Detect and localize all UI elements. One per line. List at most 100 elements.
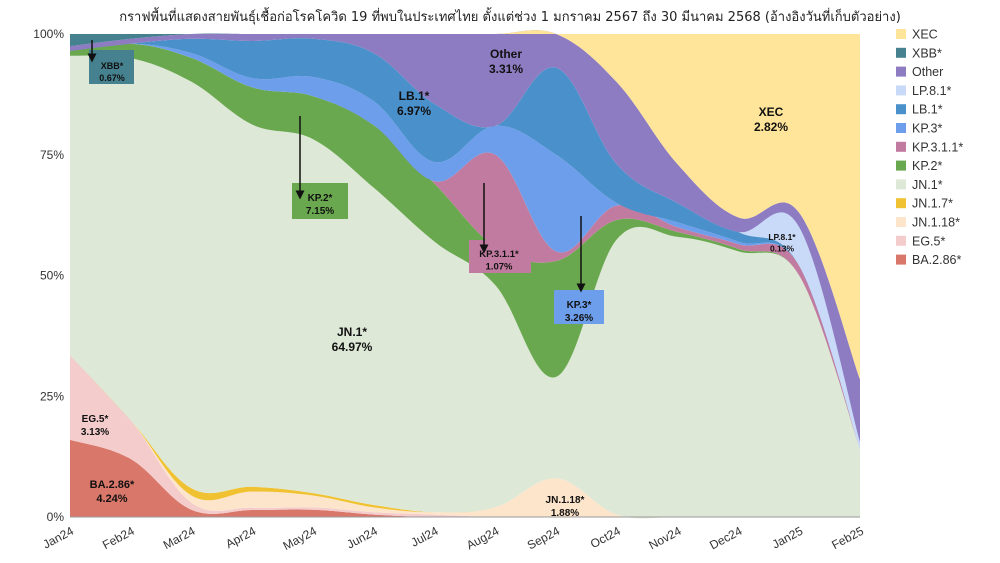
x-tick-label: Oct24 [588,524,623,552]
x-tick-label: Jan25 [770,524,806,552]
legend-item-xbb: XBB* [896,46,942,60]
legend-label: JN.1* [912,178,943,192]
area-other [70,30,860,443]
legend-swatch [896,141,906,152]
legend-item-ba-2-86: BA.2.86* [896,253,961,267]
legend-swatch [896,235,906,246]
x-tick-label: Jun24 [344,524,380,552]
annotation-value: 7.15% [306,206,334,217]
legend-label: BA.2.86* [912,253,961,267]
annotation-label: JN.1.18* [546,495,585,506]
legend-swatch [896,47,906,58]
annotation-kp-2: KP.2* 7.15% [292,116,348,219]
annotation-label: KP.3.1.1* [479,249,519,260]
x-tick-label: Apr24 [223,524,258,552]
legend-swatch [896,29,906,39]
legend-item-lb-1: LB.1* [896,103,943,117]
legend-swatch [896,217,906,227]
annotation-label: EG.5* [82,414,109,425]
annotation-value: 1.88% [551,508,579,519]
annotation-label: Other [490,47,522,61]
annotation-value: 1.07% [486,262,513,273]
annotation-label: BA.2.86* [90,479,135,491]
annotation-value: 3.26% [565,313,593,324]
x-tick-label: Sep24 [525,524,562,553]
area-layers [70,30,860,519]
annotation-box [89,50,134,84]
legend-swatch [896,179,906,190]
x-tick-label: Jan24 [40,524,76,552]
annotation-value: 3.13% [81,427,109,438]
y-tick-label: 25% [40,389,64,403]
annotation-label: XEC [759,105,784,119]
annotation-value: 3.31% [489,62,523,76]
annotation-kp-3: KP.3* 3.26% [554,216,604,324]
y-tick-label: 0% [47,510,65,524]
legend-label: KP.3* [912,122,942,136]
legend-label: XBB* [912,46,942,60]
annotation-box [292,183,348,219]
area-kp-2 [70,43,860,450]
legend-item-other: Other [896,65,943,79]
annotation-kp-3-1-1: KP.3.1.1* 1.07% [469,183,531,273]
x-tick-label: Mar24 [161,524,198,552]
legend-label: JN.1.7* [912,197,953,211]
annotation-xbb: XBB* 0.67% [87,40,134,84]
y-tick-label: 75% [40,148,64,162]
legend-label: JN.1.18* [912,216,960,230]
legend-label: LP.8.1* [912,84,952,98]
legend-label: Other [912,65,943,79]
area-ba-2-86 [70,439,860,518]
legend-label: EG.5* [912,234,945,248]
legend-swatch [896,85,906,96]
annotation-value: 0.67% [99,73,125,83]
legend-label: LB.1* [912,103,943,117]
x-tick-label: Feb25 [829,524,866,552]
annotation-value: 2.82% [754,120,788,134]
annotation-value: 4.24% [96,493,127,505]
area-jn-1 [70,55,860,519]
annotation-box [554,290,604,324]
annotation-value: 0.13% [770,244,795,254]
annotation-label: KP.2* [308,193,333,204]
x-tick-label: Feb24 [100,524,137,552]
annotation-lb-1: LB.1*6.97% [397,89,431,118]
annotation-lp-8-1: LP.8.1* 0.13% [768,232,796,254]
x-tick-label: May24 [281,524,320,553]
legend-swatch [896,160,906,171]
annotation-value: 64.97% [332,340,373,354]
legend-item-kp-3-1-1: KP.3.1.1* [896,140,963,154]
y-tick-label: 100% [33,27,64,41]
legend-swatch [896,123,906,133]
chart-title: กราฟพื้นที่แสดงสายพันธุ์เชื้อก่อโรคโควิด… [119,7,901,25]
legend-label: KP.2* [912,159,942,173]
annotation-label: KP.3* [567,300,592,311]
legend-item-kp-3: KP.3* [896,122,942,136]
legend-label: KP.3.1.1* [912,140,963,154]
annotation-label: LB.1* [399,89,430,103]
legend-item-lp-8-1: LP.8.1* [896,84,952,98]
annotation-jn-1: JN.1*64.97% [332,325,373,354]
annotation-box [469,240,531,273]
x-tick-label: Aug24 [464,524,501,553]
area-xec [70,30,860,380]
legend-item-jn-1-18: JN.1.18* [896,216,960,230]
annotation-label: LP.8.1* [768,232,796,242]
x-tick-label: Dec24 [707,524,744,553]
legend-item-xec: XEC [896,28,938,42]
legend-item-eg-5: EG.5* [896,234,945,248]
x-tick-label: Jul24 [409,524,441,550]
annotation-jn-1-18: JN.1.18* 1.88% [546,495,585,519]
annotation-label: XBB* [101,61,124,71]
legend: XEC XBB* Other LP.8.1* LB.1* KP.3* KP.3.1.1* KP… [896,28,963,267]
legend-swatch [896,66,906,77]
legend-swatch [896,198,906,209]
legend-label: XEC [912,28,938,42]
annotation-eg-5: EG.5* 3.13% [81,414,109,438]
annotation-label: JN.1* [337,325,367,339]
legend-item-kp-2: KP.2* [896,159,942,173]
